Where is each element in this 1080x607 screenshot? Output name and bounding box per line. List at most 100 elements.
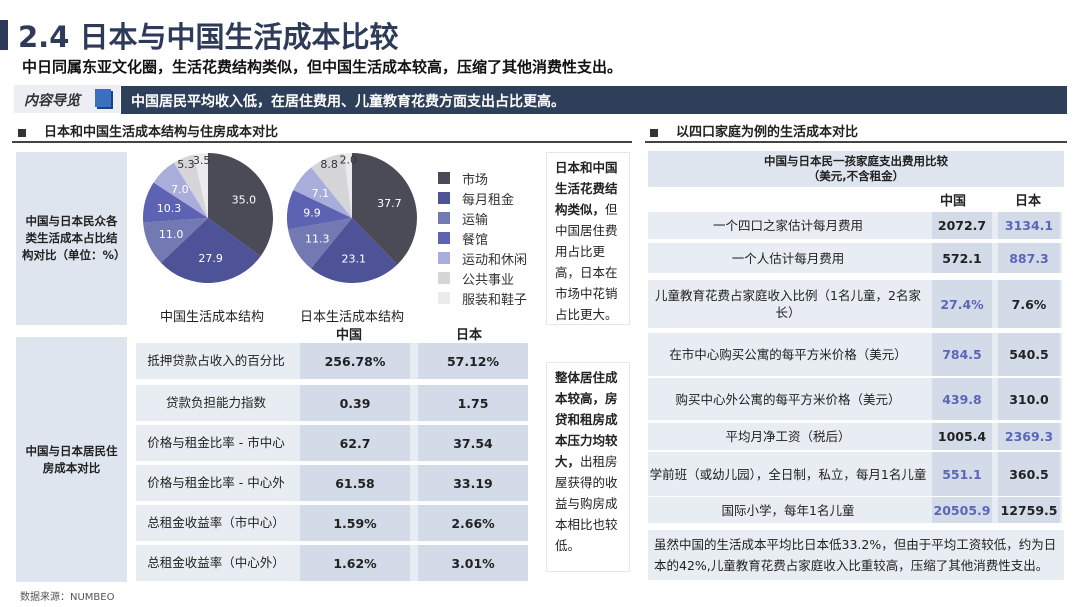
pie-slice <box>287 190 352 230</box>
pie-data-label: 10.3 <box>157 202 182 215</box>
japan-value: 2.66% <box>418 505 528 541</box>
china-value: 62.7 <box>300 425 410 461</box>
housing-label-box: 中国与日本居民住房成本对比 <box>16 337 127 582</box>
pie-data-label: 9.9 <box>303 207 321 220</box>
legend-label: 运动和休闲 <box>462 252 528 268</box>
legend-label: 公共事业 <box>462 272 515 288</box>
japan-value: 310.0 <box>998 378 1060 420</box>
housing-table-row: 抵押贷款占收入的百分比 256.78% 57.12% <box>136 343 528 379</box>
legend-swatch <box>438 192 450 204</box>
legend-swatch <box>438 252 450 264</box>
pie-slice <box>352 153 418 265</box>
right-section-title: 以四口家庭为例的生活成本对比 <box>676 125 859 140</box>
china-value: 439.8 <box>932 378 992 420</box>
data-source: 数据来源：NUMBEO <box>20 592 115 603</box>
row-label: 平均月净工资（税后） <box>725 429 851 444</box>
housing-note: 整体居住成本较高，房贷和租房成本压力均较大，出租房屋获得的收益与购房成本相比也较… <box>546 362 630 572</box>
legend-item: 运动和休闲 <box>438 248 527 268</box>
row-label: 在市中心购买公寓的每平方米价格（美元） <box>669 347 907 362</box>
legend-swatch <box>438 292 450 304</box>
china-value: 2072.7 <box>932 212 992 239</box>
left-section-title: 日本和中国生活成本结构与住房成本对比 <box>44 125 279 140</box>
summary-banner: 中国居民平均收入低，在居住费用、儿童教育花费方面支出占比更高。 <box>121 86 1067 114</box>
left-col-china: 中国 <box>336 328 363 343</box>
japan-value: 12759.5 <box>998 497 1060 523</box>
china-value: 784.5 <box>932 333 992 376</box>
pie-slice <box>193 153 208 218</box>
pie-slice <box>173 154 208 218</box>
pie-data-label: 7.1 <box>312 187 330 200</box>
left-col-japan: 日本 <box>456 328 483 343</box>
pie-slice <box>208 153 273 257</box>
pie-slice <box>311 218 398 283</box>
guide-square-icon <box>95 89 111 107</box>
note-bold: 整体居住成本较高，房贷和租房成本压力均较大， <box>555 370 618 469</box>
legend-item: 每月租金 <box>438 188 527 208</box>
right-col-japan: 日本 <box>1015 194 1042 209</box>
pie-data-label: 27.9 <box>198 252 223 265</box>
china-value: 551.1 <box>932 452 992 496</box>
row-label: 价格与租金比率 - 中心外 <box>147 475 285 490</box>
pie-data-label: 23.1 <box>342 252 367 265</box>
pie-charts: 35.0 27.9 11.0 10.3 7.0 5.33.5 37.7 23.1 11.3 9.9… <box>143 153 418 283</box>
row-label: 贷款负担能力指数 <box>165 395 266 410</box>
china-value: 256.78% <box>300 343 410 379</box>
japan-pie-title: 日本生活成本结构 <box>300 310 405 325</box>
pie-slice <box>153 162 208 218</box>
row-label: 抵押贷款占收入的百分比 <box>147 353 285 368</box>
family-table-row: 购买中心外公寓的每平方米价格（美元） 439.8 310.0 <box>648 378 1062 420</box>
legend-item: 公共事业 <box>438 268 527 288</box>
bullet-square-icon <box>18 128 26 137</box>
note-bold: 日本和中国生活花费结构类似， <box>555 160 618 217</box>
pie-data-label: 2.0 <box>340 154 358 167</box>
page-title: 2.4 日本与中国生活成本比较 <box>18 20 399 54</box>
family-table-title: 中国与日本民一孩家庭支出费用比较 （美元,不含租金） <box>648 151 1064 187</box>
right-col-china: 中国 <box>940 194 967 209</box>
pie-data-label: 8.8 <box>320 158 338 171</box>
china-value: 1005.4 <box>932 423 992 450</box>
note-text: 但中国居住费用占比更高，日本在市场中花销占比更大。 <box>555 202 618 322</box>
row-label: 一个四口之家估计每月费用 <box>712 218 863 233</box>
pie-data-label: 3.5 <box>193 154 211 167</box>
china-value: 572.1 <box>932 243 992 273</box>
japan-value: 57.12% <box>418 343 528 379</box>
legend-item: 餐馆 <box>438 228 527 248</box>
family-table-row: 一个人估计每月费用 572.1 887.3 <box>648 243 1062 273</box>
row-label: 总租金收益率（市中心） <box>147 515 285 530</box>
legend-label: 餐馆 <box>462 232 489 248</box>
left-section-header: 日本和中国生活成本结构与住房成本对比 <box>18 121 278 140</box>
bullet-square-icon <box>650 128 658 137</box>
pie-slice <box>143 218 208 263</box>
row-label: 一个人估计每月费用 <box>731 250 845 266</box>
title-accent-bar <box>0 20 8 50</box>
japan-value: 37.54 <box>418 425 528 461</box>
housing-table-row: 贷款负担能力指数 0.39 1.75 <box>136 385 528 421</box>
japan-value: 33.19 <box>418 465 528 501</box>
japan-value: 2369.3 <box>998 423 1060 450</box>
pie-data-label: 5.3 <box>177 158 195 171</box>
legend-swatch <box>438 172 450 184</box>
pie-slice <box>293 167 352 218</box>
structure-note: 日本和中国生活花费结构类似，但中国居住费用占比更高，日本在市场中花销占比更大。 <box>546 152 630 325</box>
legend-swatch <box>438 212 450 224</box>
legend-label: 服装和鞋子 <box>462 292 528 308</box>
japan-value: 360.5 <box>998 452 1060 496</box>
legend-label: 市场 <box>462 172 489 188</box>
legend-item: 服装和鞋子 <box>438 288 527 308</box>
row-label: 总租金收益率（中心外） <box>147 555 285 570</box>
japan-value: 1.75 <box>418 385 528 421</box>
pie-data-label: 11.3 <box>305 232 330 245</box>
family-table-row: 学前班（或幼儿园），全日制，私立，每月1名儿童 551.1 360.5 <box>648 452 1062 496</box>
family-table-row: 一个四口之家估计每月费用 2072.7 3134.1 <box>648 212 1062 239</box>
legend-swatch <box>438 232 450 244</box>
legend-swatch <box>438 272 450 284</box>
japan-value: 887.3 <box>998 243 1060 273</box>
housing-table-row: 价格与租金比率 - 中心外 61.58 33.19 <box>136 465 528 501</box>
family-table-row: 国际小学，每年1名儿童 20505.9 12759.5 <box>648 497 1062 523</box>
pie-slice <box>160 218 261 283</box>
pie-data-label: 37.7 <box>377 197 402 210</box>
row-label: 儿童教育花费占家庭收入比例（1名儿童，2名家长） <box>655 288 921 320</box>
legend-label: 每月租金 <box>462 192 515 208</box>
legend-item: 市场 <box>438 168 527 188</box>
pie-slice <box>288 218 352 269</box>
